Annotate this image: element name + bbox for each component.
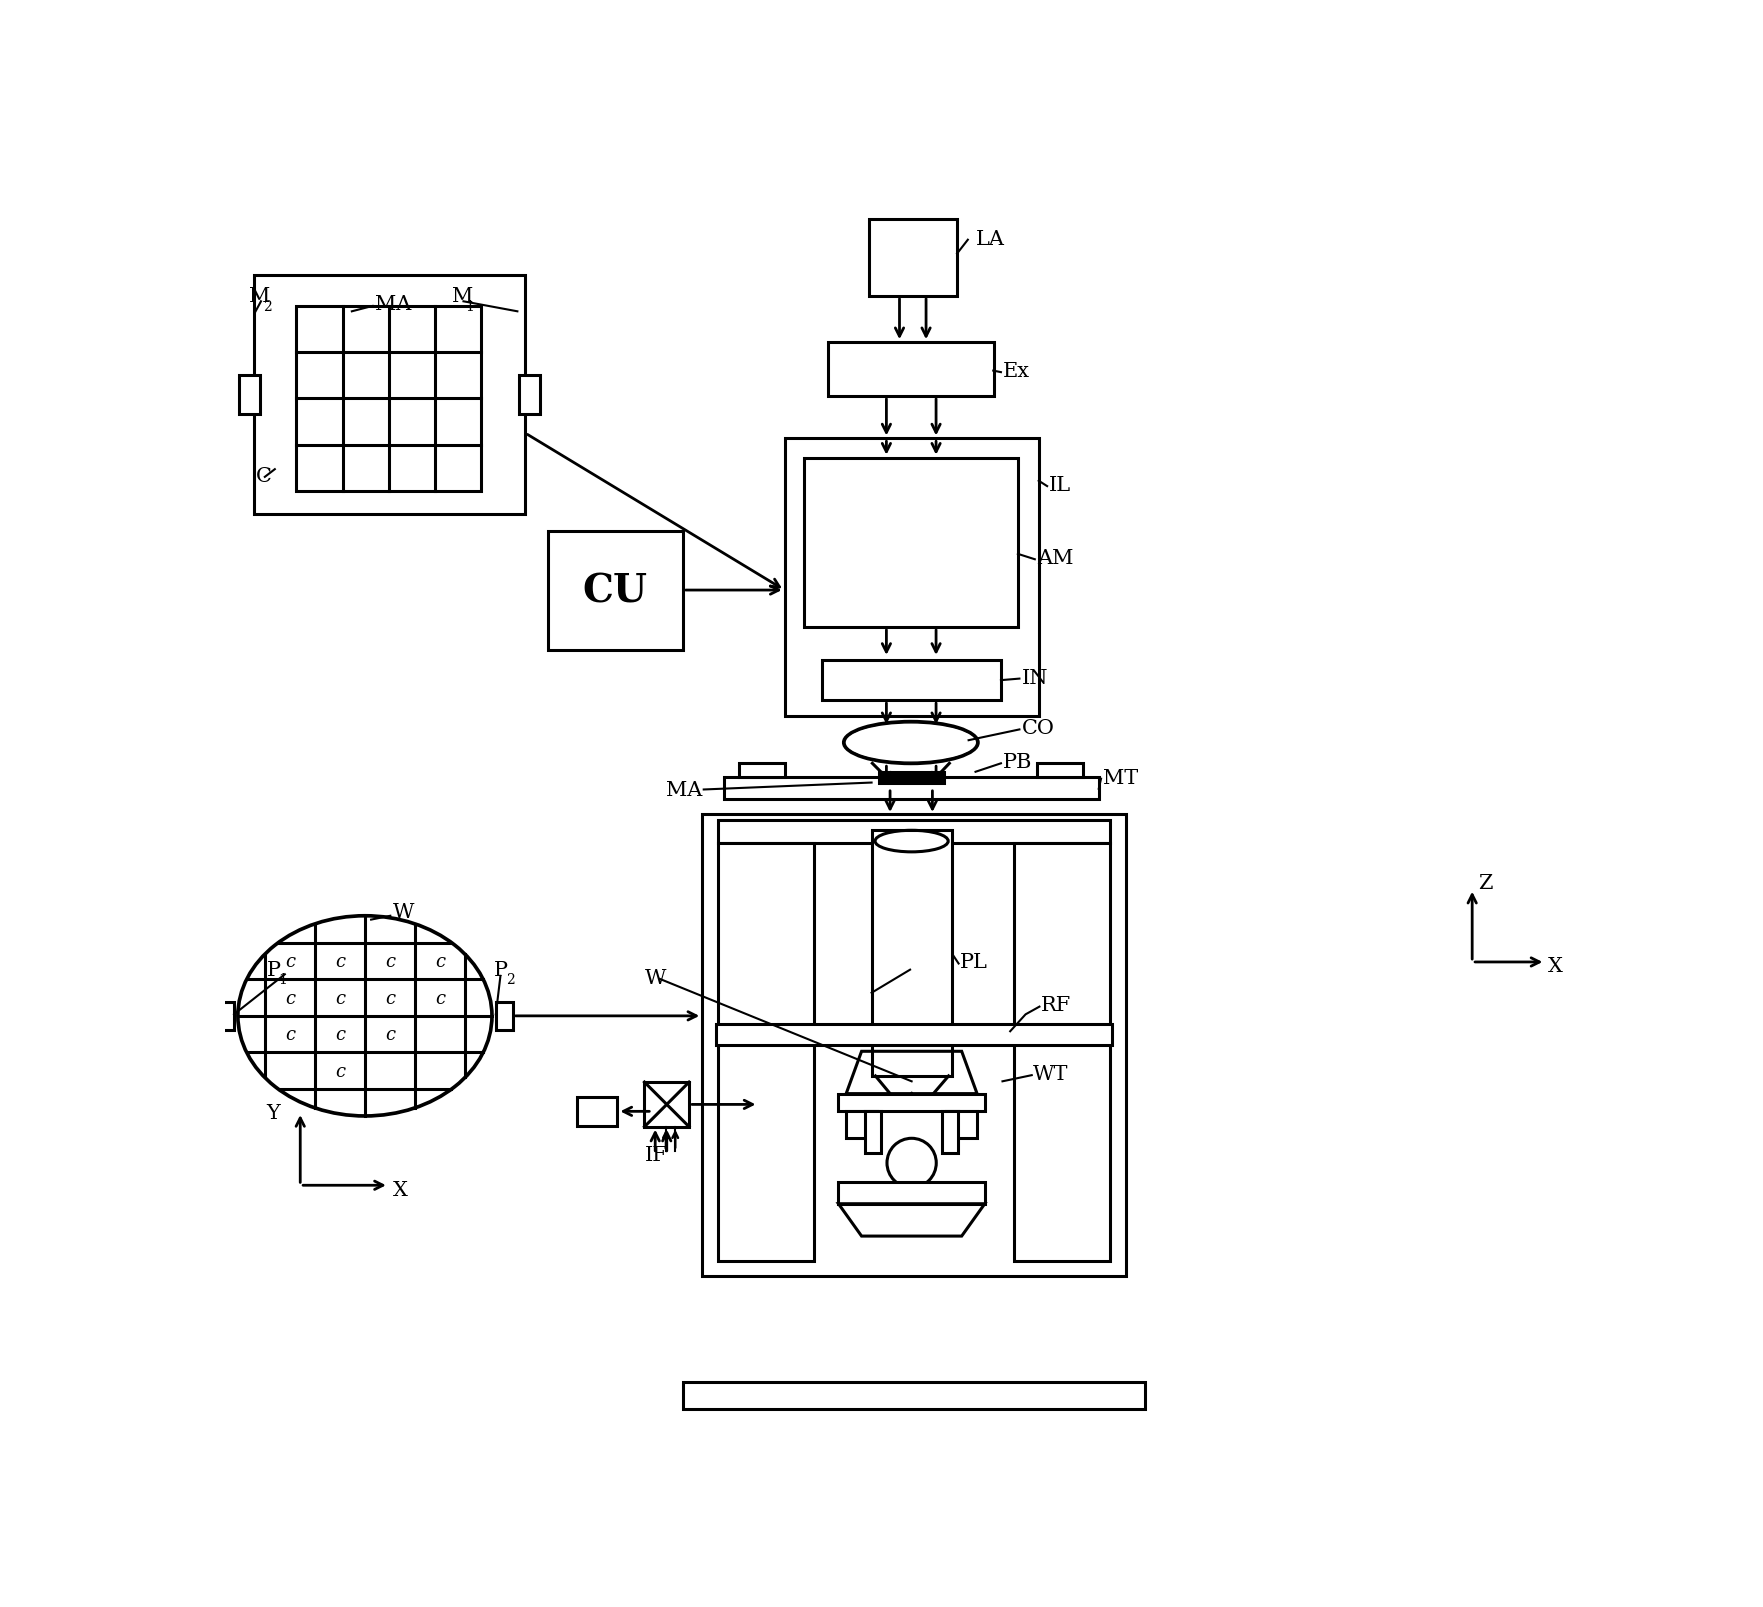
Text: AM: AM <box>1037 550 1074 567</box>
Text: c: c <box>435 988 444 1008</box>
Bar <box>548 532 682 651</box>
Bar <box>718 821 1111 844</box>
Text: IL: IL <box>1049 476 1070 495</box>
Bar <box>238 376 261 415</box>
Text: P: P <box>494 961 508 980</box>
Bar <box>846 1110 876 1138</box>
Bar <box>702 815 1127 1276</box>
Bar <box>645 1083 689 1127</box>
Text: LA: LA <box>975 230 1005 249</box>
Text: MA: MA <box>666 781 702 800</box>
Bar <box>1037 763 1082 778</box>
Bar <box>839 1183 986 1204</box>
Text: 1: 1 <box>465 301 474 313</box>
Bar <box>725 778 1098 799</box>
Bar <box>878 773 943 783</box>
Text: c: c <box>384 1025 395 1043</box>
Text: c: c <box>335 988 346 1008</box>
Text: PB: PB <box>1003 752 1031 771</box>
Text: PL: PL <box>961 953 987 972</box>
Text: CO: CO <box>1023 718 1054 738</box>
Bar <box>217 1003 234 1030</box>
Bar <box>682 1382 1144 1409</box>
Text: c: c <box>335 953 346 971</box>
Bar <box>804 458 1017 628</box>
Text: MT: MT <box>1102 768 1137 787</box>
Text: RF: RF <box>1040 995 1072 1014</box>
Text: CU: CU <box>584 572 647 609</box>
Text: Ex: Ex <box>1003 362 1030 381</box>
Text: Y: Y <box>266 1102 280 1122</box>
Text: X: X <box>1548 956 1562 975</box>
Text: WT: WT <box>1033 1064 1068 1083</box>
Text: c: c <box>286 953 294 971</box>
Bar <box>1014 844 1111 1261</box>
Text: 2: 2 <box>506 972 515 987</box>
Bar <box>829 342 994 397</box>
Bar <box>578 1098 617 1127</box>
Text: c: c <box>384 953 395 971</box>
Bar <box>518 376 541 415</box>
Text: M: M <box>249 288 272 307</box>
Text: 2: 2 <box>263 301 272 313</box>
Text: c: c <box>384 988 395 1008</box>
Text: W: W <box>393 903 414 922</box>
Bar <box>254 276 525 514</box>
Text: M: M <box>451 288 472 307</box>
Bar <box>866 1110 882 1154</box>
Text: X: X <box>393 1180 407 1199</box>
Text: c: c <box>335 1062 346 1080</box>
Text: MA: MA <box>376 296 411 313</box>
Text: c: c <box>286 1025 294 1043</box>
Bar <box>869 220 957 297</box>
Bar <box>739 763 785 778</box>
Text: 1: 1 <box>279 972 287 987</box>
Text: P: P <box>268 961 280 980</box>
Text: c: c <box>335 1025 346 1043</box>
Text: Z: Z <box>1479 874 1493 892</box>
Ellipse shape <box>846 725 977 762</box>
Bar <box>822 660 1001 701</box>
Text: IN: IN <box>1023 669 1049 688</box>
Bar <box>943 1110 957 1154</box>
Text: IF: IF <box>645 1146 666 1163</box>
Bar <box>839 1094 986 1110</box>
Bar <box>716 1024 1112 1046</box>
Bar <box>296 307 481 492</box>
Bar <box>871 829 952 1077</box>
Text: W: W <box>645 969 666 987</box>
Bar <box>718 844 815 1261</box>
Text: c: c <box>435 953 444 971</box>
Text: c: c <box>286 988 294 1008</box>
Text: C: C <box>256 466 272 485</box>
Bar <box>495 1003 513 1030</box>
Bar <box>785 439 1038 717</box>
Bar <box>947 1110 977 1138</box>
